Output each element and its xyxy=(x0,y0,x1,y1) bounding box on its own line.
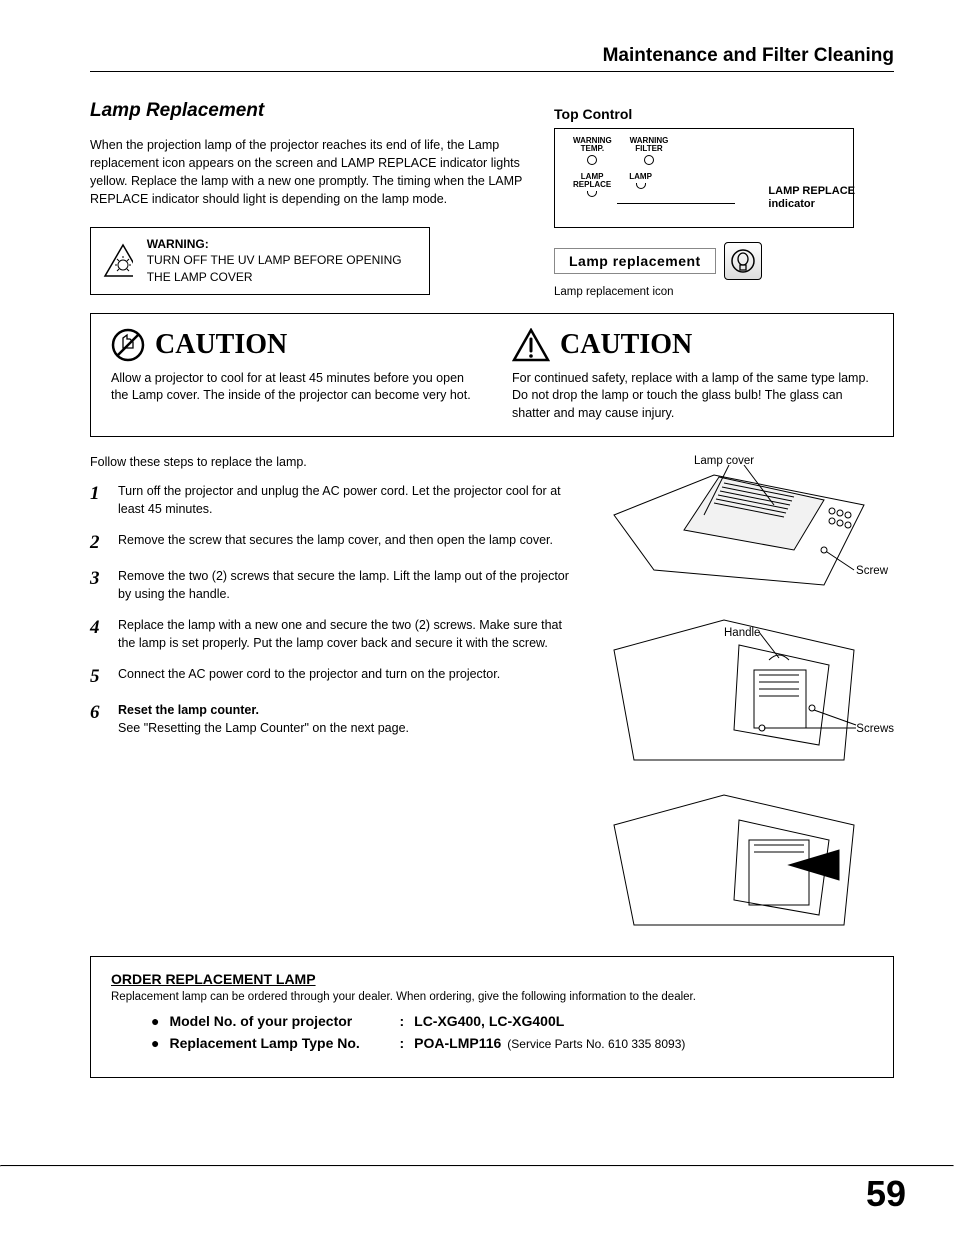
top-control-title: Top Control xyxy=(554,106,894,122)
page-header-title: Maintenance and Filter Cleaning xyxy=(90,45,894,67)
led-lamp-replace-label: LAMP REPLACE xyxy=(573,173,611,189)
label-lamp-cover: Lamp cover xyxy=(694,455,754,467)
step-1: 1 Turn off the projector and unplug the … xyxy=(90,483,570,518)
footer-rule xyxy=(0,1165,954,1167)
caution-title-right: CAUTION xyxy=(560,329,692,361)
step-3: 3 Remove the two (2) screws that secure … xyxy=(90,568,570,603)
order-row-2: ● Replacement Lamp Type No. : POA-LMP116… xyxy=(151,1035,873,1051)
bullet-icon: ● xyxy=(151,1035,159,1051)
top-control-diagram: WARNING TEMP. WARNING FILTER LAMP REPLAC… xyxy=(554,128,854,228)
label-screws: Screws xyxy=(856,723,894,735)
order-intro: Replacement lamp can be ordered through … xyxy=(111,991,873,1003)
label-screw: Screw xyxy=(856,565,888,577)
step-3-num: 3 xyxy=(90,568,104,603)
led-warning-temp-label: WARNING TEMP. xyxy=(573,137,612,153)
step-6-body: See "Resetting the Lamp Counter" on the … xyxy=(118,721,409,735)
led-lamp-label: LAMP xyxy=(629,173,652,181)
caution-body-left: Allow a projector to cool for at least 4… xyxy=(111,370,472,405)
step-6-bold: Reset the lamp counter. xyxy=(118,703,259,717)
led-lamp-icon xyxy=(636,183,646,189)
order-value-1: LC-XG400, LC-XG400L xyxy=(414,1013,564,1029)
warning-box: WARNING: TURN OFF THE UV LAMP BEFORE OPE… xyxy=(90,227,430,295)
caution-title-left: CAUTION xyxy=(155,329,287,361)
lamp-replace-indicator-label: LAMP REPLACE indicator xyxy=(768,185,855,211)
step-1-body: Turn off the projector and unplug the AC… xyxy=(118,483,570,518)
order-note-2: (Service Parts No. 610 335 8093) xyxy=(507,1037,685,1051)
projector-line-drawing xyxy=(594,455,894,935)
step-3-body: Remove the two (2) screws that secure th… xyxy=(118,568,570,603)
label-handle: Handle xyxy=(724,627,760,639)
led-lamp-replace-icon xyxy=(587,191,597,197)
warning-title: WARNING: xyxy=(147,237,209,251)
step-6-num: 6 xyxy=(90,702,104,737)
step-4-num: 4 xyxy=(90,617,104,652)
lamp-icon xyxy=(724,242,762,280)
order-title: ORDER REPLACEMENT LAMP xyxy=(111,971,873,987)
steps-intro: Follow these steps to replace the lamp. xyxy=(90,455,570,469)
lamp-replacement-box: Lamp replacement xyxy=(554,248,716,274)
uv-warning-icon xyxy=(103,243,133,279)
step-6: 6 Reset the lamp counter. See "Resetting… xyxy=(90,702,570,737)
order-label-1: Model No. of your projector xyxy=(169,1013,399,1029)
order-replacement-box: ORDER REPLACEMENT LAMP Replacement lamp … xyxy=(90,956,894,1078)
projector-diagram: Lamp cover Screw Handle Screws xyxy=(594,455,894,940)
section-title: Lamp Replacement xyxy=(90,100,524,122)
caution-body-right: For continued safety, replace with a lam… xyxy=(512,370,873,423)
step-4-body: Replace the lamp with a new one and secu… xyxy=(118,617,570,652)
led-warning-filter-label: WARNING FILTER xyxy=(630,137,669,153)
step-5-body: Connect the AC power cord to the project… xyxy=(118,666,570,688)
step-5: 5 Connect the AC power cord to the proje… xyxy=(90,666,570,688)
no-touch-icon xyxy=(111,328,145,362)
order-label-2: Replacement Lamp Type No. xyxy=(169,1035,399,1051)
lamp-replacement-caption: Lamp replacement icon xyxy=(554,286,894,298)
step-2: 2 Remove the screw that secures the lamp… xyxy=(90,532,570,554)
step-5-num: 5 xyxy=(90,666,104,688)
page-number: 59 xyxy=(866,1173,906,1215)
caution-triangle-icon xyxy=(512,328,550,362)
header-rule xyxy=(90,71,894,72)
led-warning-filter-icon xyxy=(644,155,654,165)
order-row-1: ● Model No. of your projector : LC-XG400… xyxy=(151,1013,873,1029)
step-2-num: 2 xyxy=(90,532,104,554)
step-2-body: Remove the screw that secures the lamp c… xyxy=(118,532,570,554)
caution-box: CAUTION Allow a projector to cool for at… xyxy=(90,313,894,438)
warning-body: TURN OFF THE UV LAMP BEFORE OPENING THE … xyxy=(147,253,402,284)
order-value-2: POA-LMP116 xyxy=(414,1035,501,1051)
step-4: 4 Replace the lamp with a new one and se… xyxy=(90,617,570,652)
led-warning-temp-icon xyxy=(587,155,597,165)
step-1-num: 1 xyxy=(90,483,104,518)
intro-paragraph: When the projection lamp of the projecto… xyxy=(90,136,524,209)
bullet-icon: ● xyxy=(151,1013,159,1029)
